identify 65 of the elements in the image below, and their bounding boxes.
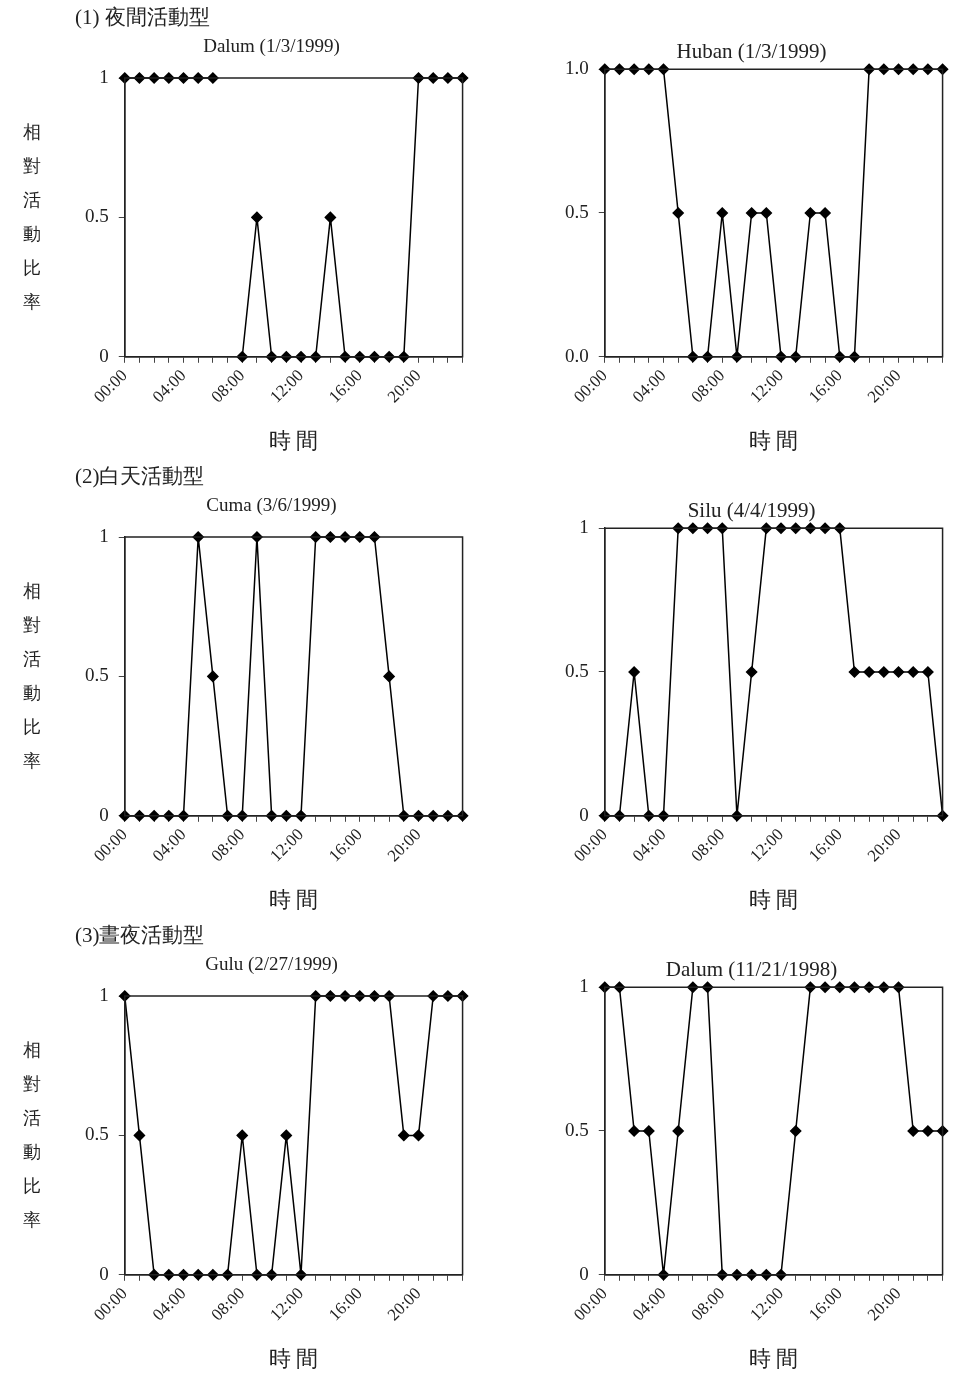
chart-title: Silu (4/4/1999): [687, 498, 816, 523]
y-tick-label: 1: [579, 516, 589, 538]
y-tick-label: 1.0: [565, 57, 589, 79]
point: [878, 666, 890, 678]
chart-title: (1) 夜間活動型: [75, 5, 210, 30]
y-tick-label: 0.0: [565, 344, 589, 366]
point: [398, 1129, 410, 1142]
y-tick-label: 1: [99, 983, 109, 1005]
point: [236, 1129, 248, 1142]
point: [819, 207, 831, 219]
point: [892, 666, 905, 678]
chart-title: Huban (1/3/1999): [676, 39, 827, 64]
chart-title: (2)白天活動型: [75, 464, 205, 489]
y-tick-label: 0.5: [85, 1123, 109, 1145]
point: [789, 1125, 802, 1137]
x-axis-title: 時 間: [748, 1345, 799, 1371]
point: [907, 666, 919, 678]
y-tick-label: 1: [99, 65, 109, 87]
chart-subtitle: Gulu (2/27/1999): [205, 952, 338, 975]
y-tick-label: 0: [99, 803, 109, 825]
point: [672, 1125, 684, 1137]
y-tick-label: 0: [579, 1262, 589, 1284]
x-axis-title: 時 間: [268, 1345, 319, 1371]
point: [628, 1125, 640, 1137]
y-tick-label: 0.5: [565, 1118, 589, 1140]
point: [324, 211, 337, 224]
chart-subtitle: Dalum (1/3/1999): [203, 34, 340, 57]
point: [207, 670, 219, 683]
y-tick-label: 0.5: [85, 664, 109, 686]
point: [280, 1129, 293, 1142]
point: [251, 211, 263, 224]
point: [672, 207, 684, 219]
y-tick-label: 0: [99, 344, 109, 366]
y-axis-title: 相對活動比率: [22, 1039, 42, 1233]
x-axis-title: 時 間: [268, 427, 319, 453]
x-axis-title: 時 間: [268, 886, 319, 912]
point: [412, 1129, 425, 1142]
point: [133, 1129, 146, 1142]
point: [922, 1125, 934, 1137]
chart-title: (3)晝夜活動型: [75, 923, 205, 948]
point: [907, 1125, 919, 1137]
y-axis-title: 相對活動比率: [22, 121, 42, 315]
y-axis-title: 相對活動比率: [22, 580, 42, 774]
point: [643, 1125, 655, 1137]
y-tick-label: 0: [99, 1262, 109, 1284]
x-axis-title: 時 間: [748, 427, 799, 453]
y-tick-label: 1: [99, 524, 109, 546]
point: [804, 207, 817, 219]
point: [745, 207, 758, 219]
x-axis-title: 時 間: [748, 886, 799, 912]
point: [383, 670, 395, 683]
y-tick-label: 0.5: [565, 200, 589, 222]
chart-title: Dalum (11/21/1998): [665, 957, 838, 982]
point: [863, 666, 875, 678]
y-tick-label: 0: [579, 803, 589, 825]
chart-subtitle: Cuma (3/6/1999): [206, 493, 337, 516]
y-tick-label: 1: [579, 975, 589, 997]
point: [628, 666, 640, 678]
point: [745, 666, 758, 678]
point: [922, 666, 934, 678]
point: [760, 207, 773, 219]
point: [716, 207, 728, 219]
y-tick-label: 0.5: [85, 205, 109, 227]
point: [848, 666, 861, 678]
y-tick-label: 0.5: [565, 659, 589, 681]
